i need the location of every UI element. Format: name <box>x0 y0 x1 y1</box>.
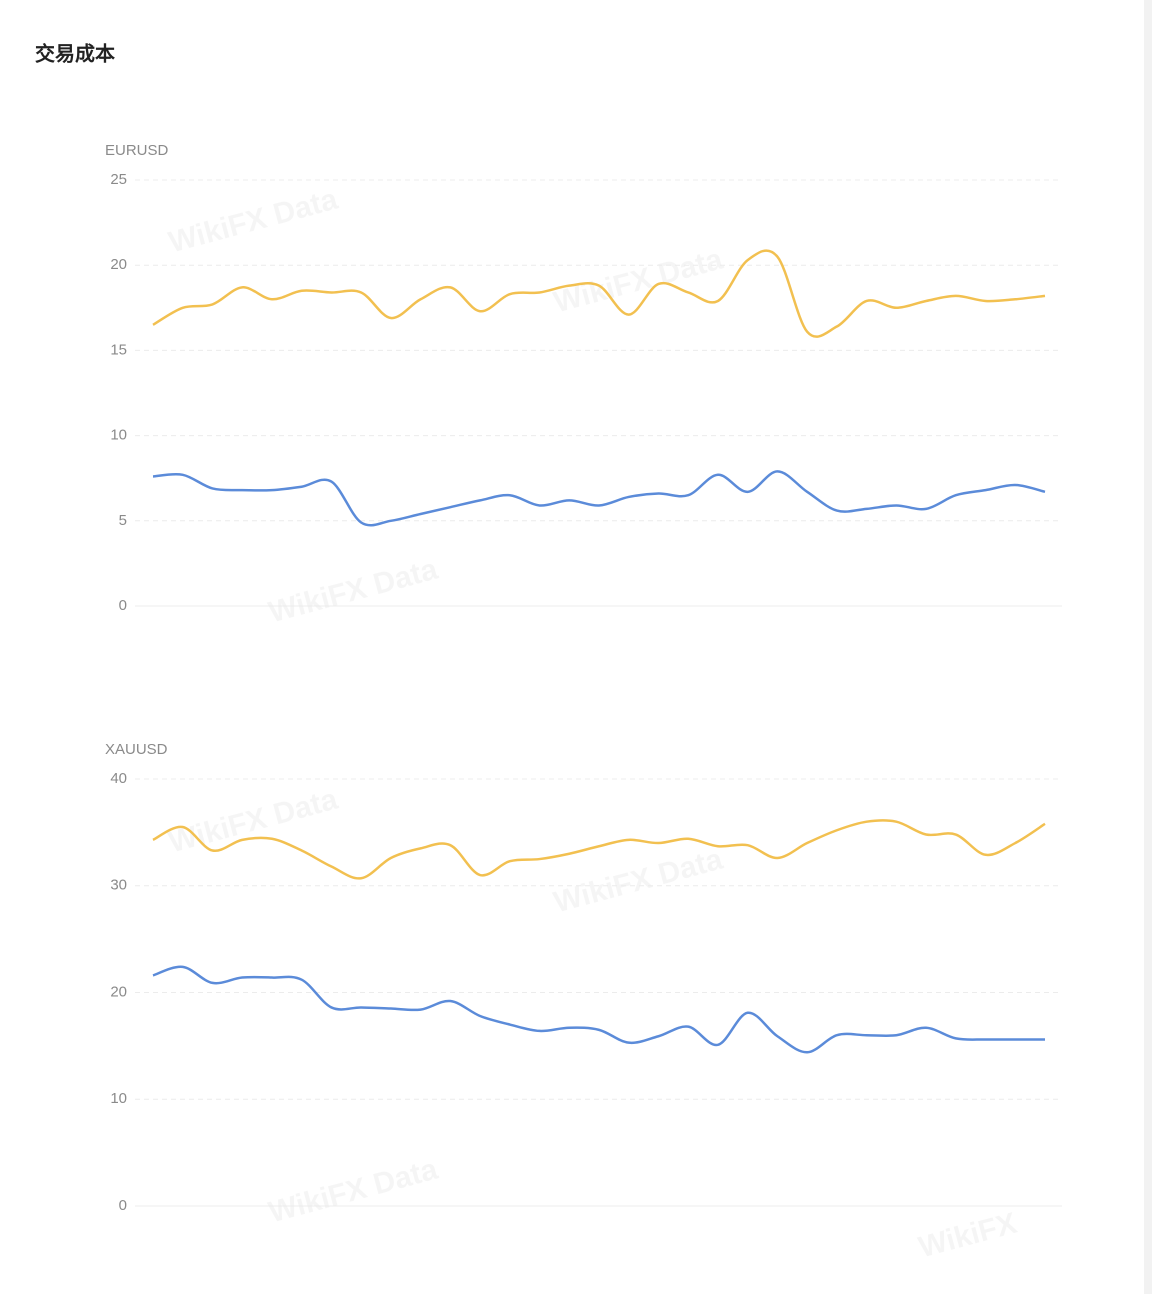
scrollbar <box>1144 0 1152 1294</box>
series-line <box>152 249 1046 338</box>
watermark: WikiFX Data <box>165 183 341 260</box>
series-line <box>152 819 1046 880</box>
series-line <box>152 965 1045 1054</box>
watermark: WikiFX Data <box>265 1153 441 1230</box>
axis-label: EURUSD <box>105 142 169 159</box>
axis-label: XAUUSD <box>105 741 168 758</box>
y-tick-label: 5 <box>119 512 127 529</box>
y-tick-label: 20 <box>110 983 127 1000</box>
y-tick-label: 25 <box>110 171 127 188</box>
y-tick-label: 40 <box>110 770 127 787</box>
y-tick-label: 15 <box>110 341 127 358</box>
watermark: WikiFX Data <box>165 783 341 860</box>
y-tick-label: 0 <box>119 597 127 614</box>
watermark: WikiFX <box>915 1207 1020 1265</box>
y-tick-label: 10 <box>110 427 127 444</box>
y-tick-label: 10 <box>110 1090 127 1107</box>
y-tick-label: 20 <box>110 256 127 273</box>
watermark: WikiFX Data <box>265 553 441 630</box>
series-line <box>152 470 1046 527</box>
watermark: WikiFX Data <box>550 843 726 920</box>
y-tick-label: 30 <box>110 877 127 894</box>
section-title: 交易成本 <box>35 41 115 65</box>
y-tick-label: 0 <box>119 1197 127 1214</box>
